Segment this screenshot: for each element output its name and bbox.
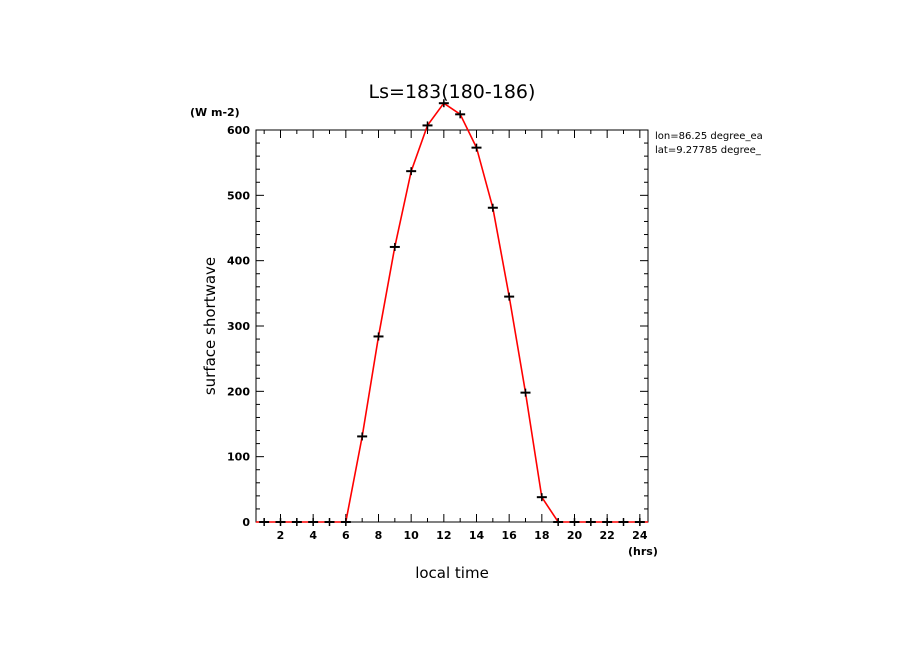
data-point-marker	[504, 292, 515, 301]
x-tick-label: 6	[342, 529, 350, 542]
data-point-marker	[259, 518, 270, 526]
x-tick-label: 22	[600, 529, 615, 542]
data-point-marker	[406, 167, 417, 176]
data-point-marker	[536, 493, 547, 502]
data-point-marker	[438, 99, 449, 108]
data-point-marker	[291, 518, 302, 526]
y-tick-label: 0	[242, 516, 250, 529]
x-tick-label: 24	[632, 529, 648, 542]
x-tick-label: 4	[309, 529, 317, 542]
x-tick-label: 18	[534, 529, 549, 542]
data-point-marker	[487, 203, 498, 212]
x-tick-label: 14	[469, 529, 485, 542]
y-tick-label: 300	[227, 320, 250, 333]
data-point-marker	[520, 388, 531, 397]
series-group	[256, 102, 648, 523]
data-point-marker	[357, 432, 368, 441]
data-point-marker	[569, 518, 580, 526]
data-point-marker	[602, 518, 613, 526]
marker-group	[259, 99, 645, 526]
y-tick-labels: 0 100 200 300 400 500 600	[227, 124, 250, 529]
x-axis-label: local time	[415, 564, 489, 582]
annotation-lon: lon=86.25 degree_ea	[655, 131, 763, 142]
annotation-lat: lat=9.27785 degree_	[655, 145, 762, 156]
y-tick-label: 600	[227, 124, 250, 137]
x-tick-label: 20	[567, 529, 583, 542]
series-line	[256, 102, 648, 523]
data-point-marker	[373, 332, 384, 341]
y-tick-label: 100	[227, 451, 250, 464]
x-unit-label: (hrs)	[628, 545, 658, 558]
x-tick-label: 2	[277, 529, 285, 542]
axis-ticks	[256, 129, 648, 523]
x-tick-label: 10	[404, 529, 420, 542]
x-tick-label: 12	[436, 529, 451, 542]
data-point-marker	[275, 518, 286, 526]
data-point-marker	[553, 518, 564, 526]
y-axis-label: surface shortwave	[201, 257, 219, 395]
y-tick-label: 500	[227, 189, 250, 202]
x-tick-label: 16	[502, 529, 518, 542]
data-point-marker	[308, 518, 319, 526]
x-tick-label: 8	[375, 529, 383, 542]
plot-frame	[255, 129, 649, 523]
data-point-marker	[634, 518, 645, 526]
y-tick-label: 400	[227, 255, 250, 268]
x-tick-labels: 2 4 6 8 10 12 14 16 18 20 22 24	[277, 529, 648, 542]
data-point-marker	[422, 121, 433, 130]
y-tick-label: 200	[227, 385, 250, 398]
data-point-marker	[618, 518, 629, 526]
data-point-marker	[324, 518, 335, 526]
data-point-marker	[455, 110, 466, 119]
data-point-marker	[340, 518, 351, 526]
data-point-marker	[389, 242, 400, 251]
chart-title: Ls=183(180-186)	[369, 81, 536, 103]
data-point-marker	[471, 143, 482, 152]
y-unit-label: (W m-2)	[190, 106, 240, 119]
data-point-marker	[585, 518, 596, 526]
